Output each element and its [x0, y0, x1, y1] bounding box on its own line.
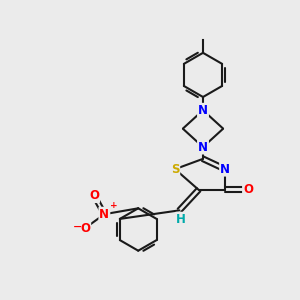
- Text: N: N: [99, 208, 110, 221]
- Text: +: +: [110, 201, 118, 210]
- Text: O: O: [243, 183, 253, 196]
- Text: O: O: [80, 221, 90, 235]
- Text: S: S: [171, 163, 179, 176]
- Text: N: N: [198, 104, 208, 117]
- Text: O: O: [89, 189, 99, 202]
- Text: H: H: [176, 213, 186, 226]
- Text: N: N: [220, 163, 230, 176]
- Text: N: N: [198, 141, 208, 154]
- Text: −: −: [73, 221, 83, 232]
